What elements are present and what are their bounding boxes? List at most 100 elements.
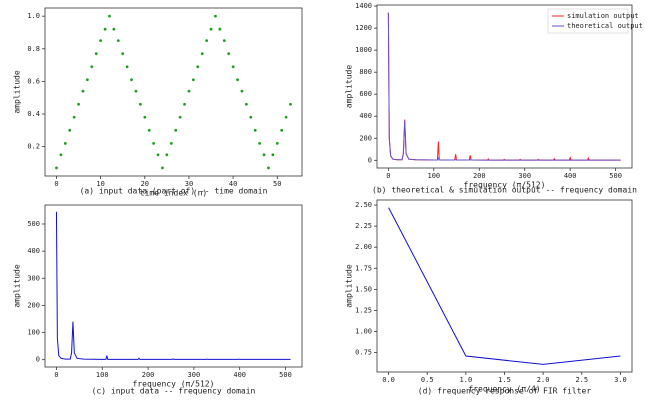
x-tick-label: 0 xyxy=(54,371,58,379)
data-point xyxy=(231,65,235,69)
data-point xyxy=(77,102,80,106)
data-point xyxy=(240,89,244,93)
data-point xyxy=(121,52,125,56)
plot-frame xyxy=(376,4,633,169)
x-tick-label: 1.0 xyxy=(460,376,473,384)
y-tick-label: 1.50 xyxy=(355,285,372,293)
x-tick-label: 300 xyxy=(188,371,201,379)
data-point xyxy=(289,102,292,106)
y-tick-label: 800 xyxy=(359,68,372,76)
data-point xyxy=(156,153,160,157)
data-point xyxy=(94,52,98,56)
y-tick-label: 0 xyxy=(368,156,372,164)
data-point xyxy=(68,128,72,132)
y-tick-label: 1.00 xyxy=(355,328,372,336)
caption: (c) input data -- frequency domain xyxy=(92,387,256,396)
y-tick-label: 0 xyxy=(36,356,40,364)
x-tick-label: 2.5 xyxy=(575,376,588,384)
x-tick-label: 40 xyxy=(229,180,237,188)
series-line xyxy=(387,12,621,161)
y-tick-label: 1400 xyxy=(355,2,372,10)
data-point xyxy=(138,102,142,106)
x-tick-label: 0.5 xyxy=(421,376,434,384)
y-tick-label: 200 xyxy=(359,134,372,142)
data-point xyxy=(284,115,288,119)
data-point xyxy=(236,78,239,82)
plot-frame xyxy=(44,7,303,177)
caption: (a) input data (part of) -- time domain xyxy=(80,187,268,196)
data-point xyxy=(249,115,253,119)
y-tick-label: 100 xyxy=(27,329,40,337)
x-tick-label: 20 xyxy=(141,180,149,188)
data-point xyxy=(165,153,169,157)
data-point xyxy=(90,65,94,69)
data-point xyxy=(205,39,209,43)
data-point xyxy=(116,39,120,43)
legend-box xyxy=(547,8,629,34)
y-tick-label: 1200 xyxy=(355,24,372,32)
data-point xyxy=(72,115,76,119)
x-tick-label: 100 xyxy=(96,371,109,379)
data-point xyxy=(253,128,257,132)
y-tick-label: 1.25 xyxy=(355,306,372,314)
x-tick-label: 3.0 xyxy=(614,376,627,384)
data-point xyxy=(125,65,129,69)
data-point xyxy=(161,166,164,170)
data-point xyxy=(218,27,222,31)
data-point xyxy=(244,102,248,106)
series-line xyxy=(387,12,621,161)
data-point xyxy=(112,27,116,31)
data-point xyxy=(271,153,275,157)
data-point xyxy=(200,52,204,56)
x-tick-label: 0 xyxy=(386,172,390,180)
data-point xyxy=(99,39,103,43)
y-tick-label: 2.25 xyxy=(355,222,372,230)
y-tick-label: 1.75 xyxy=(355,264,372,272)
legend-label: theoretical output xyxy=(567,22,643,30)
x-tick-label: 100 xyxy=(427,172,440,180)
y-tick-label: 0.75 xyxy=(355,349,372,357)
x-tick-label: 500 xyxy=(609,172,622,180)
x-tick-label: 0.0 xyxy=(382,376,395,384)
y-axis-label: amplitude xyxy=(13,264,22,308)
data-point xyxy=(108,14,111,18)
data-line xyxy=(388,207,621,365)
y-tick-label: 400 xyxy=(359,112,372,120)
y-tick-label: 0.4 xyxy=(27,110,40,118)
data-point xyxy=(169,141,173,145)
data-point xyxy=(209,27,213,31)
y-tick-label: 400 xyxy=(27,247,40,255)
data-point xyxy=(178,115,182,119)
x-axis-label: frequency (π/512) xyxy=(464,181,546,190)
data-point xyxy=(280,128,284,132)
x-tick-label: 500 xyxy=(279,371,292,379)
y-tick-label: 200 xyxy=(27,301,40,309)
data-point xyxy=(103,27,107,31)
data-point xyxy=(275,141,279,145)
y-tick-label: 500 xyxy=(27,220,40,228)
y-tick-label: 600 xyxy=(359,90,372,98)
y-axis-label: amplitude xyxy=(13,70,22,114)
x-axis-label: time index (n) xyxy=(140,189,207,198)
caption: (b) theoretical & simulation output -- f… xyxy=(372,186,637,195)
plot-frame xyxy=(44,204,303,368)
data-point xyxy=(191,78,195,82)
y-tick-label: 1.0 xyxy=(27,12,40,20)
y-tick-label: 2.00 xyxy=(355,243,372,251)
x-tick-label: 400 xyxy=(564,172,577,180)
data-point xyxy=(187,89,191,93)
y-tick-label: 2.50 xyxy=(355,201,372,209)
x-tick-label: 200 xyxy=(142,371,155,379)
x-tick-label: 0 xyxy=(54,180,58,188)
y-tick-label: 300 xyxy=(27,274,40,282)
x-tick-label: 2.0 xyxy=(537,376,550,384)
data-point xyxy=(55,166,58,170)
data-point xyxy=(85,78,89,82)
x-axis-label: frequency (π/512) xyxy=(133,380,215,389)
x-tick-label: 10 xyxy=(96,180,104,188)
data-point xyxy=(227,52,231,56)
data-point xyxy=(262,153,266,157)
data-point xyxy=(196,65,200,69)
caption: (d) frequency response of FIR filter xyxy=(418,387,592,396)
